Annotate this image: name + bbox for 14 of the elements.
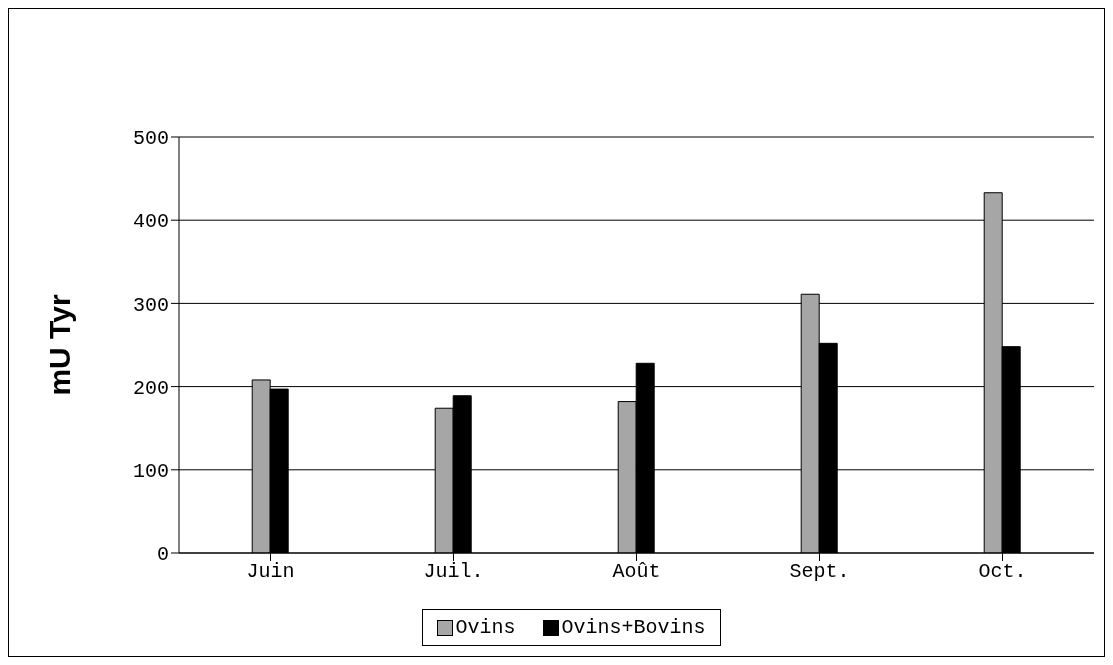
y-tick-label: 100 [132, 459, 169, 483]
x-tick-label: Août [612, 560, 661, 584]
y-tick-label: 0 [156, 543, 169, 567]
y-tick-label: 200 [132, 376, 169, 400]
legend-label: Ovins [454, 616, 516, 639]
x-tick-label: Oct. [978, 560, 1027, 584]
y-tick-label: 500 [132, 127, 169, 151]
x-tick-label: Sept. [789, 560, 850, 584]
y-tick-label: 400 [132, 210, 169, 234]
legend-label: Ovins+Bovins [560, 616, 706, 639]
x-tick-label: Juin [246, 560, 295, 584]
x-tick-label: Juil. [423, 560, 484, 584]
y-tick-label: 300 [132, 293, 169, 317]
y-axis-title: mU Tyr [42, 294, 76, 396]
